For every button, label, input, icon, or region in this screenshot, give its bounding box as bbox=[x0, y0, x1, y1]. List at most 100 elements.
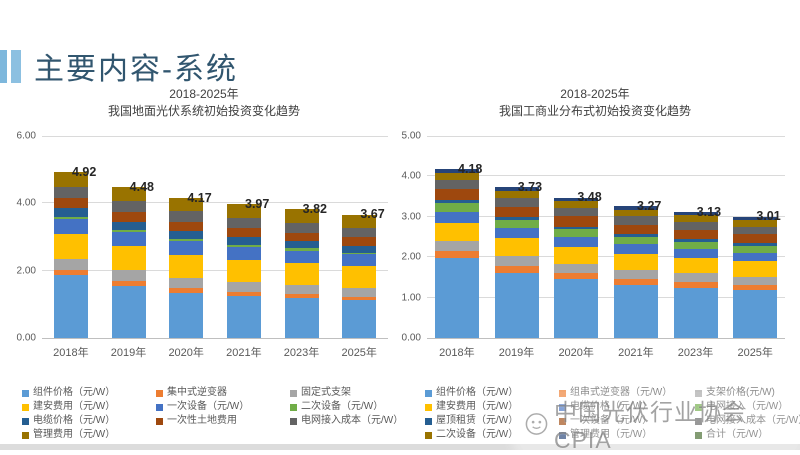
y-axis-tick-label: 6.00 bbox=[16, 130, 36, 142]
bar-segment bbox=[554, 197, 599, 202]
bar-segment bbox=[673, 211, 718, 216]
bar-segment bbox=[434, 211, 479, 223]
bar-segment bbox=[554, 246, 599, 264]
bar-segment bbox=[673, 282, 718, 288]
bar-segment bbox=[434, 240, 479, 252]
bar-segment bbox=[169, 211, 204, 222]
legend-item: 组件价格（元/W） bbox=[22, 387, 156, 399]
bar-segment bbox=[53, 216, 88, 219]
legend-label: 合计（元/W） bbox=[706, 429, 769, 440]
chart-legend: 组件价格（元/W） 组串式逆变器（元/W） 支架价格(元/W) 建安费用（元/W） 电缆… bbox=[425, 387, 800, 441]
gridline bbox=[427, 215, 785, 217]
bar-segment bbox=[169, 239, 204, 242]
bar-total-label: 3.48 bbox=[577, 190, 602, 205]
bar-total-label: 3.97 bbox=[245, 197, 270, 212]
gridline bbox=[427, 136, 785, 137]
bar-stack bbox=[111, 187, 146, 338]
accent-bar bbox=[11, 50, 21, 83]
bar-segment bbox=[733, 216, 778, 221]
gridline bbox=[42, 136, 388, 137]
bar-segment bbox=[111, 246, 146, 271]
bar-segment bbox=[169, 292, 204, 338]
bar-total-label: 3.13 bbox=[696, 204, 722, 219]
bar-segment bbox=[342, 254, 377, 267]
bar-segment bbox=[111, 285, 146, 338]
bar-stack bbox=[494, 187, 539, 338]
bar-segment bbox=[673, 257, 718, 274]
bar-segment bbox=[434, 251, 479, 259]
bar-segment bbox=[673, 215, 718, 222]
legend-label: 屋顶租赁（元/W） bbox=[436, 415, 519, 426]
legend-item: 建安费用（元/W） bbox=[425, 401, 559, 413]
bar-total-label: 4.48 bbox=[129, 180, 154, 195]
page-title: 主要内容-系统 bbox=[34, 53, 238, 86]
bar-segment bbox=[226, 282, 261, 292]
legend-label: 电网接入成本（元/W） bbox=[706, 415, 800, 426]
bar-segment bbox=[673, 241, 718, 249]
bar-segment bbox=[169, 221, 204, 232]
bar-segment bbox=[733, 261, 778, 277]
bar-segment bbox=[494, 272, 539, 338]
bar-segment bbox=[613, 216, 658, 225]
bar-segment bbox=[53, 186, 88, 198]
bar-segment bbox=[554, 273, 599, 280]
bar-segment bbox=[434, 199, 479, 204]
legend-item: 管理费用（元/W） bbox=[22, 429, 156, 441]
legend-item: 一次设备（元/W） bbox=[156, 401, 290, 413]
legend-swatch bbox=[156, 417, 163, 425]
bar-segment bbox=[169, 288, 204, 293]
x-axis-category-label: 2020年 bbox=[558, 347, 594, 359]
bar-total-label: 3.67 bbox=[360, 207, 385, 222]
x-axis-category-label: 2023年 bbox=[677, 347, 714, 359]
bar-segment bbox=[284, 294, 319, 299]
legend-item: 管理费用（元/W） bbox=[559, 429, 695, 441]
legend-swatch bbox=[290, 417, 297, 425]
bar-segment bbox=[284, 285, 319, 295]
gridline bbox=[42, 269, 388, 271]
legend-swatch bbox=[22, 403, 29, 411]
bar-segment bbox=[733, 234, 778, 244]
bar-segment bbox=[673, 221, 718, 230]
legend-label: 一次性土地费用 bbox=[167, 415, 237, 426]
legend-swatch bbox=[559, 403, 566, 411]
y-axis-tick-label: 4.00 bbox=[16, 197, 36, 209]
y-axis-tick-label: 1.00 bbox=[401, 292, 421, 304]
x-axis-category-label: 2018年 bbox=[53, 347, 89, 359]
bar-stack bbox=[554, 197, 599, 338]
plot-area: 0.00 1.00 2.00 3.00 4.00 5.00 4.18 3.73 3.48 3.27… bbox=[402, 131, 785, 344]
bar-segment bbox=[111, 221, 146, 230]
legend-label: 管理费用（元/W） bbox=[33, 429, 116, 440]
bar-segment bbox=[284, 262, 319, 286]
bar-segment bbox=[53, 172, 88, 187]
bar-segment bbox=[226, 291, 261, 296]
bar-segment bbox=[613, 234, 658, 238]
bar: 4.17 bbox=[157, 137, 215, 338]
bar-segment bbox=[554, 229, 599, 238]
bar-segment bbox=[434, 180, 479, 189]
bar: 3.82 bbox=[273, 137, 331, 338]
bar-segment bbox=[554, 226, 599, 230]
bar-segment bbox=[494, 191, 539, 198]
bar-segment bbox=[733, 276, 778, 286]
legend-swatch bbox=[156, 403, 163, 411]
x-axis-category-label: 2019年 bbox=[498, 347, 535, 359]
bar-segment bbox=[613, 237, 658, 245]
bar-segment bbox=[434, 188, 479, 200]
bar: 4.48 bbox=[100, 137, 158, 338]
bar-segment bbox=[434, 258, 479, 338]
cpia-logo-icon bbox=[525, 412, 548, 435]
bar-segment bbox=[342, 300, 377, 338]
bar-segment bbox=[613, 269, 658, 280]
bar-segment bbox=[733, 243, 778, 246]
bar-segment bbox=[673, 287, 718, 338]
legend-label: 组件价格（元/W） bbox=[436, 387, 519, 398]
legend-item: 电网接入成本（元/W） bbox=[290, 415, 403, 427]
bar-segment bbox=[284, 241, 319, 249]
bar: 3.67 bbox=[330, 137, 388, 338]
bar-segment bbox=[733, 226, 778, 235]
chart-subtitle: 我国工商业分布式初始投资变化趋势 bbox=[498, 104, 691, 118]
bar-total-label: 4.92 bbox=[71, 165, 97, 180]
legend-label: 电缆价格（元/W） bbox=[570, 401, 653, 412]
bar-segment bbox=[111, 232, 146, 247]
